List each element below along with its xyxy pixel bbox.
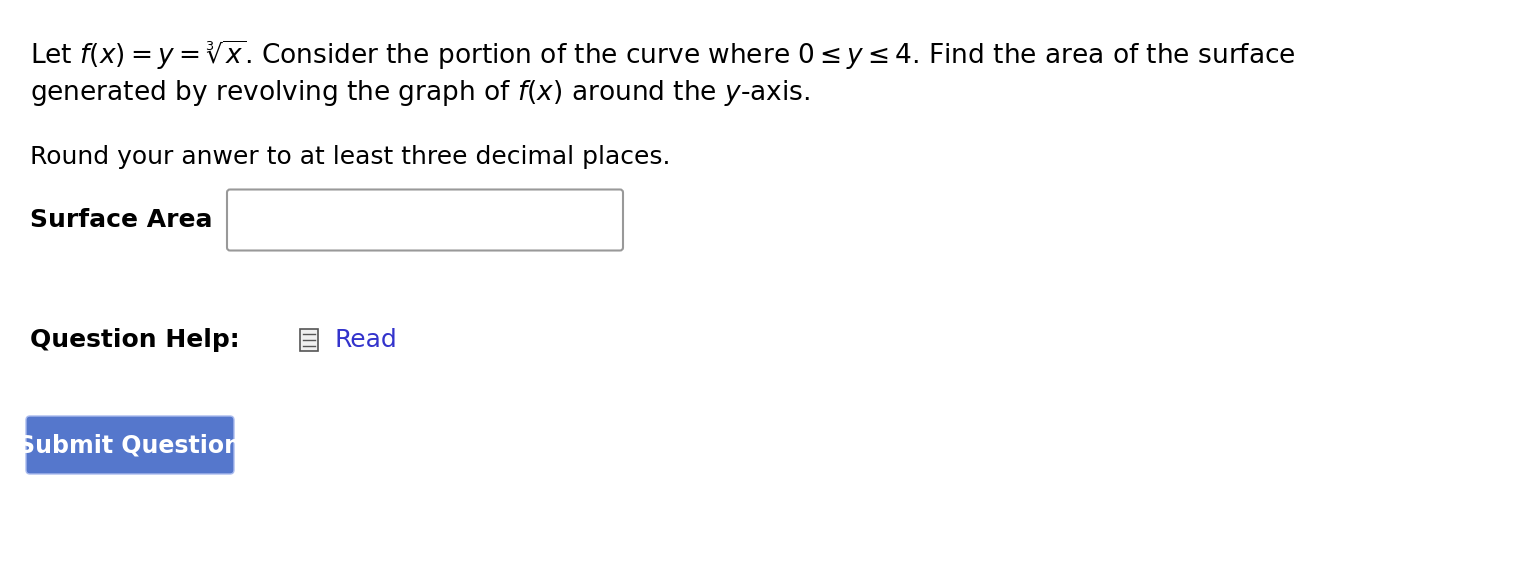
FancyBboxPatch shape	[26, 416, 234, 474]
Text: Round your anwer to at least three decimal places.: Round your anwer to at least three decim…	[30, 145, 671, 169]
FancyBboxPatch shape	[300, 329, 319, 351]
Text: Surface Area  =: Surface Area =	[30, 208, 250, 232]
Text: Read: Read	[335, 328, 397, 352]
Text: Submit Question: Submit Question	[18, 433, 241, 457]
FancyBboxPatch shape	[228, 190, 623, 251]
Text: generated by revolving the graph of $f(x)$ around the $y$-axis.: generated by revolving the graph of $f(x…	[30, 78, 810, 108]
Text: Let $f(x) = y = \sqrt[3]{x}$. Consider the portion of the curve where $0 \leq y : Let $f(x) = y = \sqrt[3]{x}$. Consider t…	[30, 38, 1296, 71]
Text: Question Help:: Question Help:	[30, 328, 240, 352]
